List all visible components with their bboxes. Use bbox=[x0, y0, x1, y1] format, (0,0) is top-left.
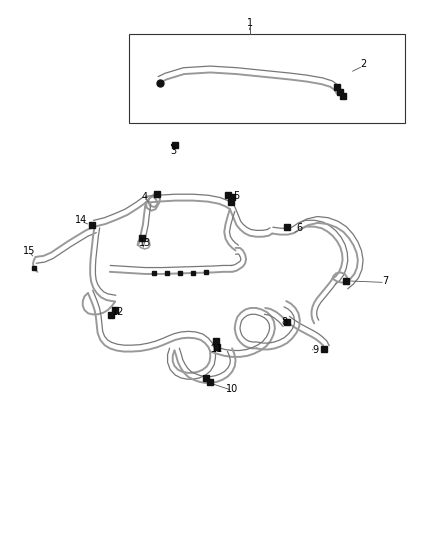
Bar bbox=[130, 34, 405, 123]
Text: 11: 11 bbox=[211, 344, 223, 354]
Text: 2: 2 bbox=[360, 60, 366, 69]
Text: 7: 7 bbox=[382, 276, 388, 286]
Text: 12: 12 bbox=[113, 306, 125, 317]
Text: 8: 8 bbox=[282, 317, 288, 327]
Text: 3: 3 bbox=[170, 146, 176, 156]
Text: 13: 13 bbox=[139, 238, 151, 247]
Text: 1: 1 bbox=[247, 18, 253, 28]
Text: 9: 9 bbox=[312, 345, 318, 356]
Text: 15: 15 bbox=[23, 246, 35, 255]
Text: 10: 10 bbox=[226, 384, 238, 394]
Text: 6: 6 bbox=[297, 223, 303, 233]
Text: 4: 4 bbox=[142, 192, 148, 203]
Text: 5: 5 bbox=[233, 191, 240, 201]
Text: 14: 14 bbox=[75, 215, 88, 225]
